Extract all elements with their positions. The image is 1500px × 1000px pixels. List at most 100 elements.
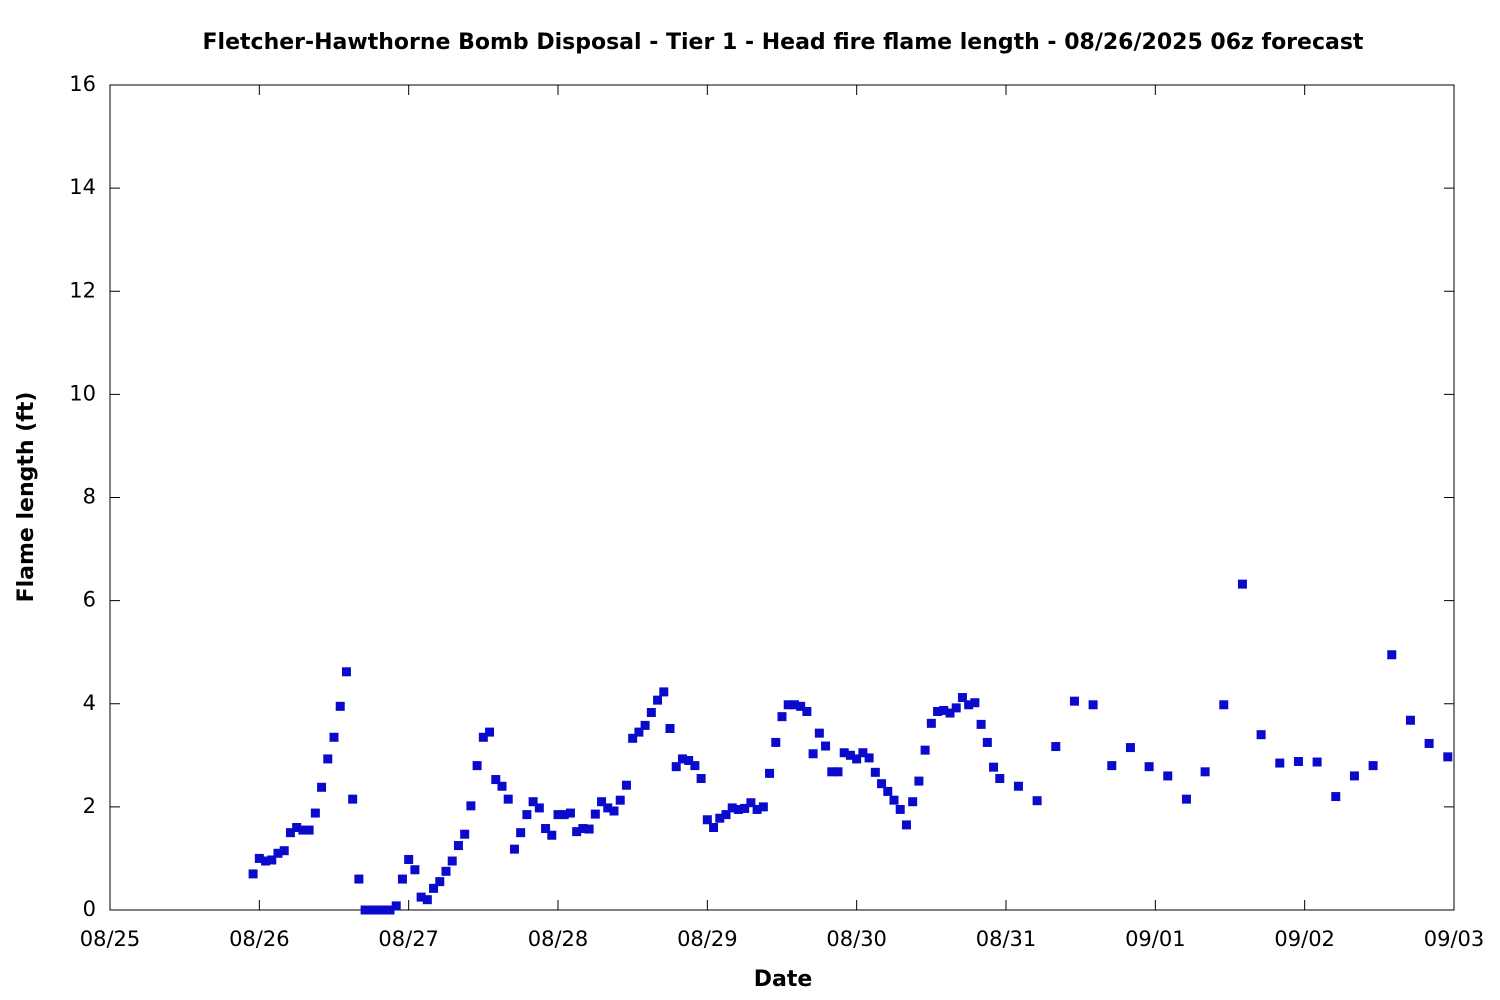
data-point: [1163, 771, 1173, 781]
data-point: [572, 827, 582, 837]
y-tick-label: 16: [69, 72, 96, 96]
data-point: [995, 774, 1005, 784]
data-point: [783, 700, 793, 710]
data-point: [509, 844, 519, 854]
data-point: [472, 761, 482, 771]
data-point: [1219, 700, 1229, 710]
data-point: [808, 749, 818, 759]
data-point: [310, 808, 320, 818]
data-point: [982, 737, 992, 747]
data-point: [646, 708, 656, 718]
data-point: [373, 905, 383, 915]
data-point: [777, 712, 787, 722]
data-point: [410, 865, 420, 875]
data-point: [1032, 796, 1042, 806]
data-point: [1013, 781, 1023, 791]
data-point: [746, 798, 756, 808]
data-point: [721, 810, 731, 820]
data-point: [516, 828, 526, 838]
data-point: [740, 803, 750, 813]
data-point: [341, 667, 351, 677]
data-point: [522, 810, 532, 820]
data-point: [261, 856, 271, 866]
data-point: [441, 866, 451, 876]
data-point: [254, 853, 264, 863]
data-point: [329, 732, 339, 742]
y-tick-label: 8: [83, 485, 96, 509]
y-tick-label: 14: [69, 175, 96, 199]
data-point: [945, 708, 955, 718]
data-point: [889, 795, 899, 805]
data-point: [870, 767, 880, 777]
data-point: [528, 797, 538, 807]
data-point: [323, 754, 333, 764]
data-point: [590, 809, 600, 819]
x-tick-label: 08/29: [677, 927, 738, 951]
data-point: [348, 794, 358, 804]
x-axis-label: Date: [754, 967, 813, 992]
data-point: [429, 883, 439, 893]
y-axis-label: Flame length (ft): [14, 392, 39, 603]
data-point: [615, 795, 625, 805]
data-point: [671, 762, 681, 772]
data-point: [665, 724, 675, 733]
data-point: [653, 695, 663, 705]
data-point: [565, 808, 575, 818]
data-point: [765, 768, 775, 778]
data-point: [435, 877, 445, 887]
y-tick-label: 10: [69, 381, 96, 405]
data-point: [970, 698, 980, 708]
data-point: [273, 848, 283, 858]
y-tick-label: 12: [69, 278, 96, 302]
data-point: [833, 767, 843, 777]
data-point: [503, 794, 513, 804]
data-point: [1312, 757, 1322, 767]
data-point: [1331, 792, 1341, 802]
x-tick-label: 09/02: [1274, 927, 1335, 951]
data-point: [752, 804, 762, 814]
data-point: [360, 905, 370, 915]
x-tick-label: 09/01: [1125, 927, 1186, 951]
data-point: [771, 737, 781, 747]
data-point: [1144, 762, 1154, 772]
data-point: [453, 841, 463, 851]
data-point: [553, 810, 563, 820]
data-point: [839, 748, 849, 758]
data-point: [628, 733, 638, 743]
data-point: [391, 901, 401, 911]
data-point: [914, 776, 924, 786]
data-point: [908, 797, 918, 807]
data-point: [366, 905, 376, 915]
x-tick-label: 08/26: [229, 927, 290, 951]
data-point: [298, 825, 308, 835]
data-point: [659, 687, 669, 697]
data-point: [1051, 742, 1061, 752]
data-point: [317, 782, 327, 792]
data-point: [416, 892, 426, 902]
data-point: [758, 802, 768, 812]
data-point: [901, 820, 911, 830]
data-point: [460, 829, 470, 839]
data-point: [397, 874, 407, 884]
data-point: [1181, 794, 1191, 804]
data-point: [584, 824, 594, 834]
data-point: [547, 830, 557, 840]
x-tick-label: 08/28: [528, 927, 589, 951]
data-point: [1349, 771, 1359, 781]
data-point: [827, 767, 837, 777]
data-point: [845, 750, 855, 760]
data-point: [727, 803, 737, 813]
data-point: [802, 706, 812, 716]
data-point: [677, 754, 687, 764]
data-point: [696, 774, 706, 784]
data-point: [1200, 767, 1210, 777]
data-point: [976, 719, 986, 729]
data-point: [814, 728, 824, 738]
data-point: [939, 705, 949, 715]
x-tick-label: 08/25: [80, 927, 141, 951]
data-point: [864, 753, 874, 763]
data-point: [597, 797, 607, 807]
x-tick-label: 08/27: [378, 927, 439, 951]
data-point: [684, 755, 694, 765]
data-point: [422, 895, 432, 905]
